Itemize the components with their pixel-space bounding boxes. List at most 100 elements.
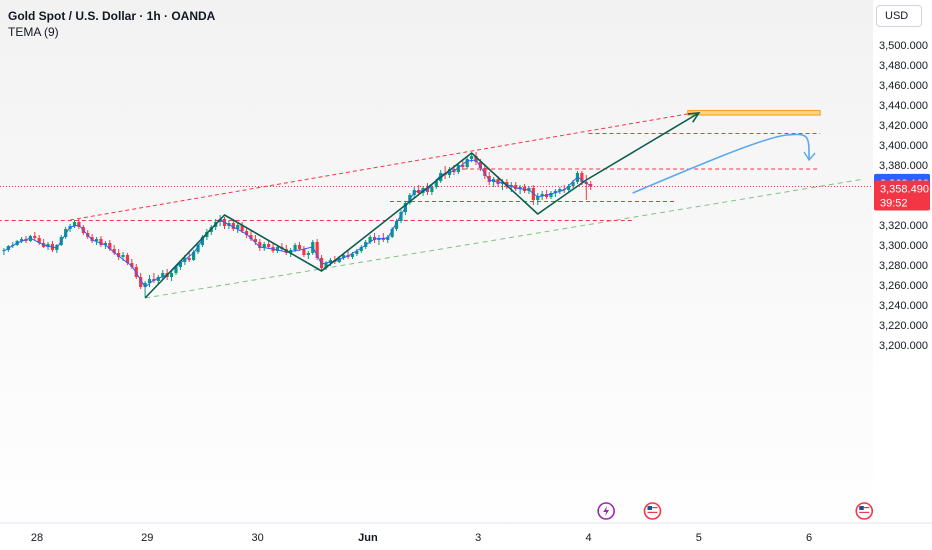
lightning-icon[interactable]	[597, 502, 615, 520]
candle-body	[514, 185, 518, 189]
candle-body	[231, 223, 235, 229]
candle-body	[315, 242, 319, 258]
price-tick-label: 3,260.000	[879, 280, 928, 292]
price-tick-label: 3,500.000	[879, 40, 928, 52]
candle-body	[108, 243, 112, 249]
us-flag-icon[interactable]	[855, 502, 874, 520]
candle	[249, 231, 253, 241]
candle-body	[94, 239, 99, 241]
candle-body	[536, 196, 540, 200]
pattern-drawing	[144, 112, 816, 299]
projection-arrow[interactable]	[585, 112, 700, 181]
candle-body	[487, 176, 491, 182]
zigzag-pattern[interactable]	[144, 152, 587, 299]
candle-body	[19, 239, 24, 241]
candle	[390, 227, 394, 238]
candle	[72, 220, 77, 228]
target-zone-group	[687, 109, 821, 116]
candle	[192, 250, 196, 261]
candle-body	[394, 221, 399, 229]
candle-body	[518, 187, 522, 189]
forecast-curve[interactable]	[632, 133, 810, 194]
indicator-label[interactable]: TEMA (9)	[8, 25, 59, 39]
candle-body	[469, 156, 474, 159]
candle	[161, 270, 165, 279]
candle-body	[169, 273, 174, 277]
candle	[359, 245, 363, 253]
candle-body	[293, 245, 297, 250]
candle	[139, 273, 143, 289]
us-flag-icon[interactable]	[643, 502, 662, 520]
candle	[372, 233, 377, 243]
price-tick-label: 3,440.000	[879, 100, 928, 112]
candle	[258, 239, 262, 251]
candle-body	[103, 243, 107, 245]
candle-body	[474, 156, 478, 162]
candle-body	[434, 181, 438, 187]
candle-body	[240, 225, 244, 231]
candle-body	[174, 267, 178, 273]
event-icons[interactable]	[597, 502, 874, 520]
candle-body	[589, 184, 593, 187]
time-tick-label: 5	[696, 532, 702, 544]
candle	[99, 236, 103, 247]
countdown-label: 39:52	[880, 198, 908, 210]
candle-body	[125, 255, 130, 263]
price-tick-label: 3,420.000	[879, 120, 928, 132]
candle-body	[275, 247, 280, 251]
candle-body	[549, 193, 553, 197]
candle-body	[430, 187, 434, 192]
candle-body	[134, 267, 138, 277]
candle-body	[99, 239, 103, 245]
candle-body	[200, 237, 205, 245]
candle	[196, 243, 200, 254]
candle-body	[147, 279, 152, 283]
candle-body	[161, 273, 165, 277]
candle-body	[236, 225, 240, 229]
candle	[514, 182, 518, 191]
currency-button[interactable]: USD	[876, 5, 922, 27]
candle-body	[558, 189, 562, 191]
candle	[42, 239, 46, 248]
candle-body	[302, 249, 306, 255]
candle	[2, 248, 6, 255]
candle	[33, 232, 37, 240]
candle	[492, 177, 496, 187]
candle-body	[192, 252, 196, 260]
candle-body	[156, 277, 160, 281]
time-tick-label: 30	[251, 532, 263, 544]
candle-body	[359, 247, 363, 251]
candle-body	[553, 191, 558, 193]
projection-arrow-head	[687, 112, 701, 123]
price-tick-label: 3,320.000	[879, 220, 928, 232]
candle-body	[297, 245, 302, 249]
candle-body	[381, 238, 385, 240]
candle-body	[130, 263, 134, 267]
candle	[262, 242, 266, 251]
lower-channel-line[interactable]	[145, 178, 865, 299]
price-tick-label: 3,480.000	[879, 60, 928, 72]
symbol-title[interactable]: Gold Spot / U.S. Dollar · 1h · OANDA	[8, 9, 216, 23]
price-tick-label: 3,240.000	[879, 300, 928, 312]
current-price-label: 3,358.490	[880, 184, 929, 196]
time-tick-label: 29	[141, 532, 153, 544]
candle	[117, 249, 121, 260]
price-tick-label: 3,220.000	[879, 320, 928, 332]
candle-body	[72, 222, 77, 226]
price-axis-background	[873, 0, 932, 523]
candle-body	[478, 162, 483, 168]
target-zone[interactable]	[687, 109, 821, 116]
candle-body	[64, 229, 68, 237]
candle-body	[253, 239, 257, 242]
candle	[549, 191, 553, 199]
candle	[483, 164, 487, 179]
candle	[143, 281, 147, 297]
candle-body	[337, 258, 341, 262]
time-tick-label: 6	[806, 532, 812, 544]
candle-body	[355, 251, 359, 254]
candle	[19, 237, 24, 243]
upper-channel-line[interactable]	[70, 111, 699, 221]
time-tick-label: 28	[31, 532, 43, 544]
candle	[267, 240, 271, 249]
